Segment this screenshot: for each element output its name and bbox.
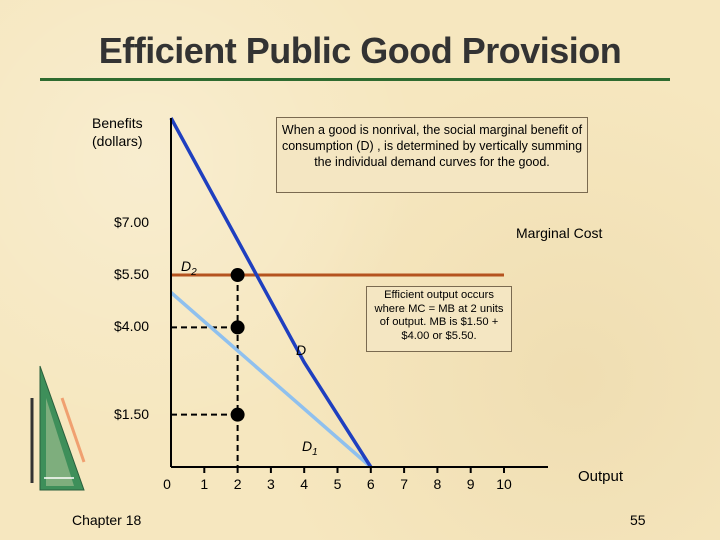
series-line-d1 xyxy=(169,291,372,469)
x-tick-label-10: 10 xyxy=(496,476,512,492)
y-tick-label-1.5: $1.50 xyxy=(114,405,150,422)
x-tick-label-2: 2 xyxy=(233,476,242,492)
note-box-social-benefit-text: When a good is nonrival, the social marg… xyxy=(281,123,583,169)
marker-points xyxy=(230,268,245,422)
y-tick-label-5.5: $5.50 xyxy=(114,266,150,283)
x-tick-label-4: 4 xyxy=(300,476,309,492)
marker-point-0 xyxy=(230,268,245,283)
guide-lines xyxy=(171,275,239,467)
x-tick-label-9: 9 xyxy=(466,476,475,492)
series-line-d xyxy=(169,117,373,468)
x-tick-label-7: 7 xyxy=(400,476,408,492)
y-axis-label-line-2: (dollars) xyxy=(92,133,143,149)
x-tick-label-0: 0 xyxy=(163,476,171,492)
slide-title: Efficient Public Good Provision xyxy=(98,30,622,71)
y-axis-label-line-1: Benefits xyxy=(92,115,143,131)
page-number: 55 xyxy=(630,512,646,528)
x-tick-marks xyxy=(203,467,505,473)
d1-label: D1 xyxy=(302,438,318,458)
x-tick-label-6: 6 xyxy=(366,476,375,492)
d2-label: D2 xyxy=(181,258,197,278)
y-axis-label: Benefits (dollars) xyxy=(92,114,143,150)
note-box-efficient-output: Efficient output occurs where MC = MB at… xyxy=(366,286,512,352)
x-tick-label-1: 1 xyxy=(200,476,209,492)
d2-label-main: D xyxy=(181,258,192,274)
triangle-ruler-icon xyxy=(30,365,86,491)
title-underline xyxy=(40,78,670,81)
x-tick-label-5: 5 xyxy=(333,476,342,492)
y-tick-label-4: $4.00 xyxy=(114,318,150,335)
d2-label-sub: 2 xyxy=(191,266,197,278)
series-lines xyxy=(169,117,504,469)
d-label-main: D xyxy=(296,342,307,358)
x-tick-label-8: 8 xyxy=(433,476,442,492)
note-box-efficient-output-text: Efficient output occurs where MC = MB at… xyxy=(374,289,504,342)
chapter-label: Chapter 18 xyxy=(72,512,142,528)
d1-label-sub: 1 xyxy=(312,446,318,458)
marker-point-2 xyxy=(230,407,245,422)
marginal-cost-label: Marginal Cost xyxy=(516,225,603,241)
note-box-social-benefit: When a good is nonrival, the social marg… xyxy=(276,117,588,193)
marker-point-1 xyxy=(230,320,245,335)
d1-label-main: D xyxy=(302,438,313,454)
x-tick-label-3: 3 xyxy=(266,476,275,492)
x-axis-label: Output xyxy=(578,468,624,485)
y-tick-label-7: $7.00 xyxy=(114,213,150,230)
d-label: D xyxy=(296,342,306,358)
